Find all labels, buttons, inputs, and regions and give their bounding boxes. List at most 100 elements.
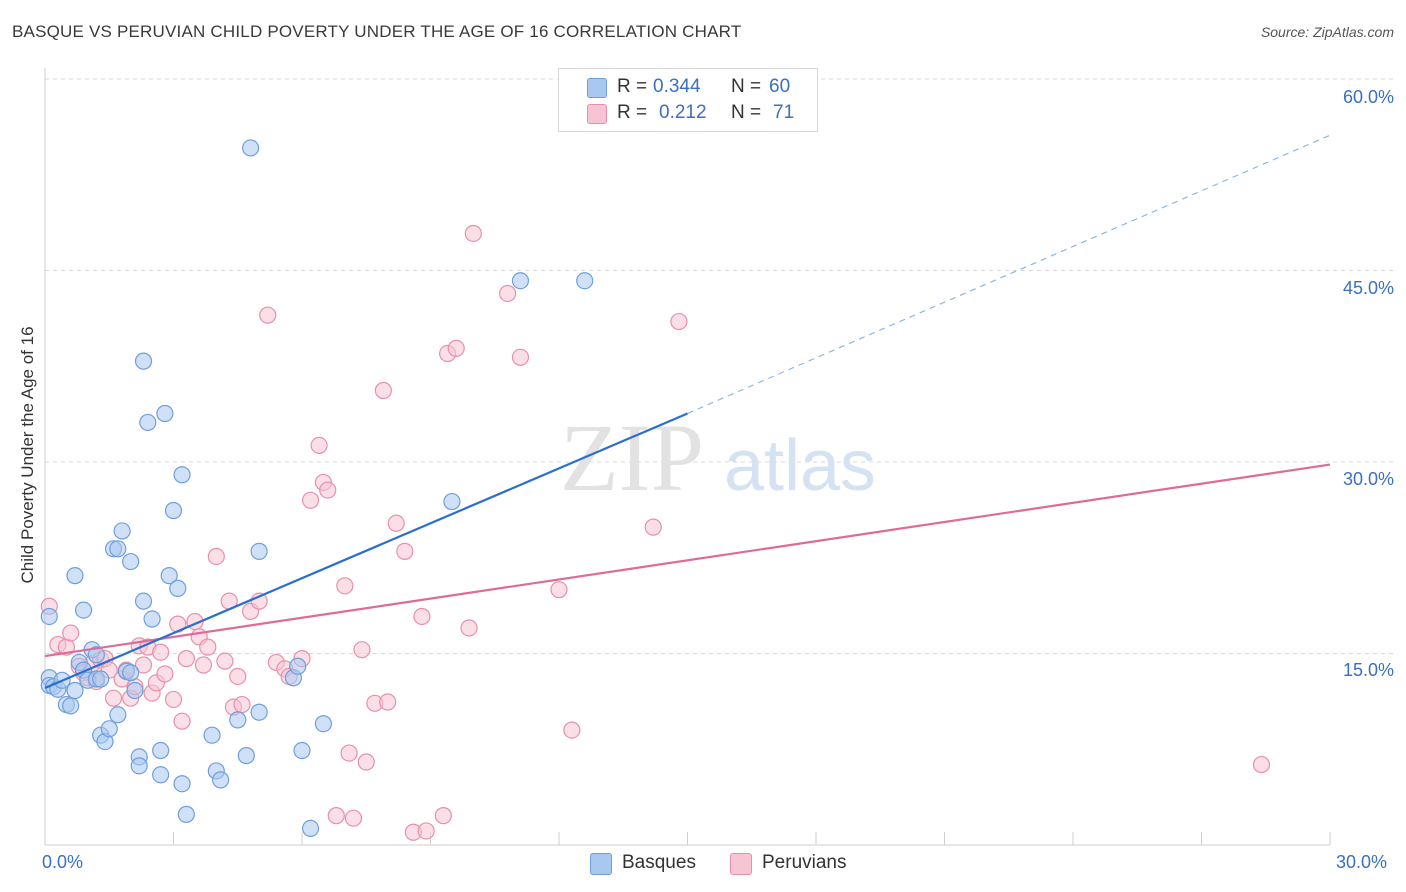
data-point: [152, 741, 170, 760]
data-point: [62, 697, 80, 715]
data-point: [100, 720, 118, 738]
data-point: [122, 664, 140, 682]
basques-swatch: [587, 78, 607, 98]
legend-label: Basques: [622, 852, 696, 873]
data-point: [177, 650, 195, 668]
data-point: [74, 601, 93, 619]
peruvians-points: [40, 224, 1271, 841]
basques-swatch: [590, 853, 612, 875]
x-tick-label: 0.0%: [42, 852, 84, 872]
data-point: [434, 807, 452, 825]
r-value: 0.212: [659, 102, 707, 123]
data-point: [194, 656, 213, 674]
watermark-atlas: atlas: [724, 426, 876, 506]
data-point: [563, 721, 581, 739]
data-point: [327, 807, 345, 825]
data-point: [104, 689, 123, 707]
data-point: [413, 607, 431, 626]
data-point: [92, 670, 110, 688]
data-point: [357, 753, 375, 771]
data-point: [233, 695, 251, 714]
n-value: 60: [769, 76, 791, 97]
peruvians-trend-line: [44, 463, 1331, 658]
data-point: [87, 646, 106, 664]
data-point: [499, 284, 517, 303]
data-point: [164, 501, 183, 520]
data-point: [417, 822, 435, 840]
data-point: [62, 624, 80, 642]
data-point: [301, 819, 320, 838]
data-point: [173, 775, 191, 793]
data-point: [301, 491, 320, 509]
data-point: [152, 766, 170, 784]
data-point: [289, 657, 307, 675]
data-point: [152, 643, 170, 661]
data-point: [199, 638, 217, 656]
data-point: [387, 514, 405, 532]
y-tick-label: 60.0%: [1342, 87, 1394, 107]
data-point: [1252, 755, 1271, 774]
r-value: 0.344: [653, 76, 701, 97]
watermark-zip: ZIP: [560, 404, 704, 511]
data-point: [259, 306, 277, 324]
data-point: [207, 547, 225, 566]
data-point: [447, 339, 465, 357]
x-tick-label: 30.0%: [1336, 852, 1388, 872]
n-label: N =: [731, 76, 762, 97]
data-point: [156, 404, 174, 423]
data-point: [139, 413, 157, 432]
data-point: [134, 592, 153, 610]
data-point: [374, 381, 392, 400]
data-point: [250, 703, 268, 721]
legend-label: Peruvians: [762, 852, 847, 873]
basques-trend-extension: [687, 134, 1331, 415]
data-point: [242, 139, 260, 157]
trend-lines: [44, 134, 1331, 689]
r-label: R =: [617, 102, 648, 123]
data-point: [443, 492, 461, 511]
data-point: [173, 712, 191, 730]
data-point: [109, 706, 127, 724]
basques-points: [40, 139, 594, 838]
data-point: [164, 690, 183, 709]
watermark: ZIP atlas: [560, 404, 876, 511]
data-point: [156, 665, 174, 683]
peruvians-swatch: [730, 853, 752, 875]
data-point: [40, 607, 58, 626]
data-point: [511, 348, 530, 366]
data-point: [203, 726, 221, 744]
data-point: [460, 619, 478, 637]
data-point: [576, 272, 594, 290]
n-value: 71: [773, 102, 795, 123]
data-point: [216, 652, 234, 670]
chart-title: BASQUE VS PERUVIAN CHILD POVERTY UNDER T…: [12, 22, 742, 41]
data-point: [464, 224, 482, 243]
data-point: [511, 272, 530, 290]
data-point: [550, 581, 568, 599]
r-label: R =: [617, 76, 648, 97]
data-point: [340, 744, 358, 762]
data-point: [314, 715, 333, 733]
data-point: [109, 540, 127, 558]
data-point: [66, 681, 84, 700]
data-point: [126, 681, 144, 700]
y-tick-label: 45.0%: [1342, 278, 1394, 298]
peruvians-swatch: [587, 104, 607, 124]
data-point: [344, 809, 362, 827]
data-point: [353, 641, 371, 659]
data-point: [134, 656, 153, 674]
data-point: [173, 466, 191, 484]
data-point: [66, 567, 84, 585]
data-point: [396, 542, 414, 560]
correlation-legend: R = 0.344 N = 60 R = 0.212 N = 71: [558, 68, 818, 132]
data-point: [293, 741, 311, 760]
source-label: Source: ZipAtlas.com: [1260, 24, 1394, 40]
basques-trend-line: [44, 412, 688, 689]
data-point: [130, 757, 148, 775]
data-point: [670, 312, 688, 331]
grid-lines: [45, 78, 1395, 654]
data-point: [336, 577, 354, 595]
data-point: [122, 552, 140, 571]
data-point: [177, 805, 195, 823]
